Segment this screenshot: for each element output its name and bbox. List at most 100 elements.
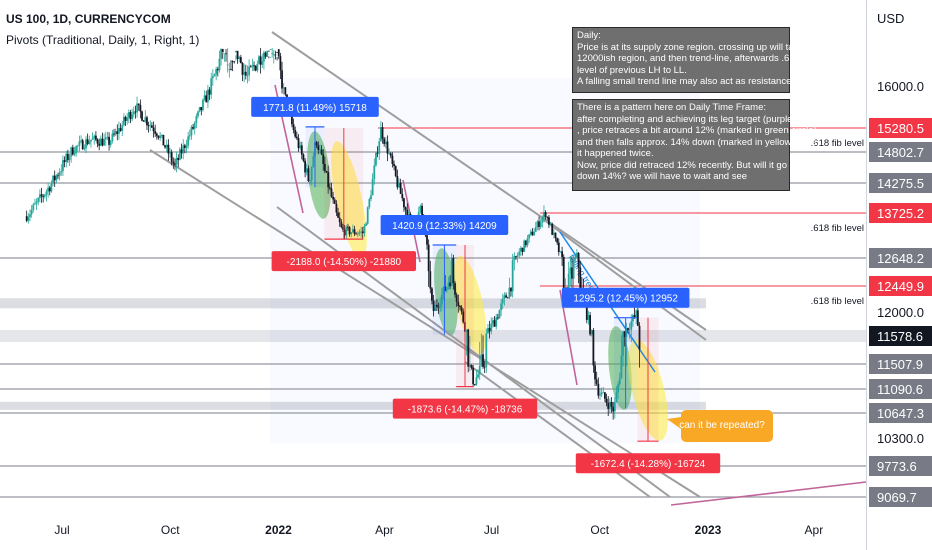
candle (253, 61, 255, 71)
candle (388, 148, 391, 155)
measure-label-box: 1771.8 (11.49%) 15718 (251, 96, 379, 117)
candle (25, 210, 28, 223)
candle-body (485, 333, 488, 367)
candle (236, 50, 239, 64)
candle (368, 197, 371, 210)
candle-body (192, 127, 194, 129)
daily-note[interactable]: Daily: Price is at its supply zone regio… (572, 27, 821, 93)
candle-body (579, 267, 582, 288)
candle (271, 47, 274, 58)
candle-body (119, 128, 122, 131)
candle-body (518, 251, 521, 256)
candle (108, 132, 110, 151)
candle-body (493, 320, 496, 327)
candle-body (66, 153, 69, 161)
candle (208, 87, 211, 101)
candle (75, 145, 78, 157)
candle (175, 151, 178, 173)
candle-body (496, 317, 499, 319)
candle (337, 207, 339, 218)
candle-body (113, 133, 115, 135)
candle-body (345, 226, 348, 236)
candle (111, 130, 114, 144)
candle (622, 330, 624, 367)
candle-body (505, 295, 507, 298)
candle-body (635, 310, 638, 318)
candle (267, 50, 270, 59)
candle-body (124, 116, 127, 121)
candle (104, 131, 107, 146)
candle-body (557, 242, 560, 253)
price-label: 12648.2 (869, 248, 932, 268)
candle-body (465, 329, 468, 332)
candle (439, 297, 442, 313)
candle (193, 121, 196, 135)
candle (419, 204, 422, 214)
candle-body (421, 205, 423, 217)
candle (27, 213, 30, 224)
candle-body (76, 145, 79, 147)
candle-body (91, 138, 94, 140)
pattern-note[interactable]: There is a pattern here on Daily Time Fr… (572, 99, 822, 191)
candle-body (386, 141, 389, 154)
candle (307, 165, 310, 183)
candle-body (309, 180, 311, 182)
candle (353, 225, 356, 237)
candle (627, 327, 629, 334)
candle-body (263, 52, 265, 62)
candle (520, 245, 522, 257)
candle (524, 240, 527, 248)
candle (338, 212, 341, 227)
candle (179, 147, 181, 161)
candle (78, 135, 81, 152)
candle-body (623, 331, 626, 337)
candle (350, 232, 353, 238)
candle (571, 257, 573, 289)
candle-body (315, 142, 318, 146)
fib-level-label: .618 fib level (811, 138, 864, 149)
candle-body (597, 383, 600, 396)
price-label-bg (869, 248, 932, 268)
candle (58, 168, 61, 181)
candle (190, 124, 193, 140)
candle-body (292, 124, 295, 131)
note-title: Daily: (577, 30, 601, 41)
price-label-bg (869, 276, 932, 296)
candle (348, 226, 351, 237)
candle-body (93, 135, 96, 139)
candle-body (554, 232, 557, 239)
candle (235, 50, 237, 61)
candle (177, 154, 180, 168)
candle-body (323, 163, 326, 172)
candle (435, 299, 438, 311)
candle (615, 386, 618, 403)
candle (518, 248, 521, 259)
candle (187, 131, 190, 150)
candle-body (529, 231, 532, 235)
price-axis: USD 16000.0 15280.5 14802.7 14275.5 13725.2 12… (866, 0, 932, 550)
candle-body (625, 327, 628, 337)
candle (294, 126, 297, 139)
candle (488, 320, 491, 339)
candle (310, 166, 313, 185)
candle (389, 152, 392, 159)
candle (455, 292, 458, 307)
candle-body (259, 56, 262, 65)
candle-body (633, 315, 636, 318)
candle-body (391, 155, 394, 164)
indicator-label[interactable]: Pivots (Traditional, Daily, 1, Right, 1) (6, 33, 200, 47)
candle (521, 247, 524, 256)
candle (452, 254, 455, 290)
candle-body (45, 191, 48, 195)
x-tick-label: Oct (161, 523, 180, 537)
candle (188, 129, 191, 141)
candle-body (501, 298, 504, 304)
candle (447, 276, 450, 291)
candle-body (246, 75, 249, 76)
candle-body (48, 187, 51, 192)
candle-body (226, 64, 229, 66)
candle-body (127, 112, 130, 118)
candle-body (162, 134, 165, 146)
candle-body (366, 207, 369, 224)
